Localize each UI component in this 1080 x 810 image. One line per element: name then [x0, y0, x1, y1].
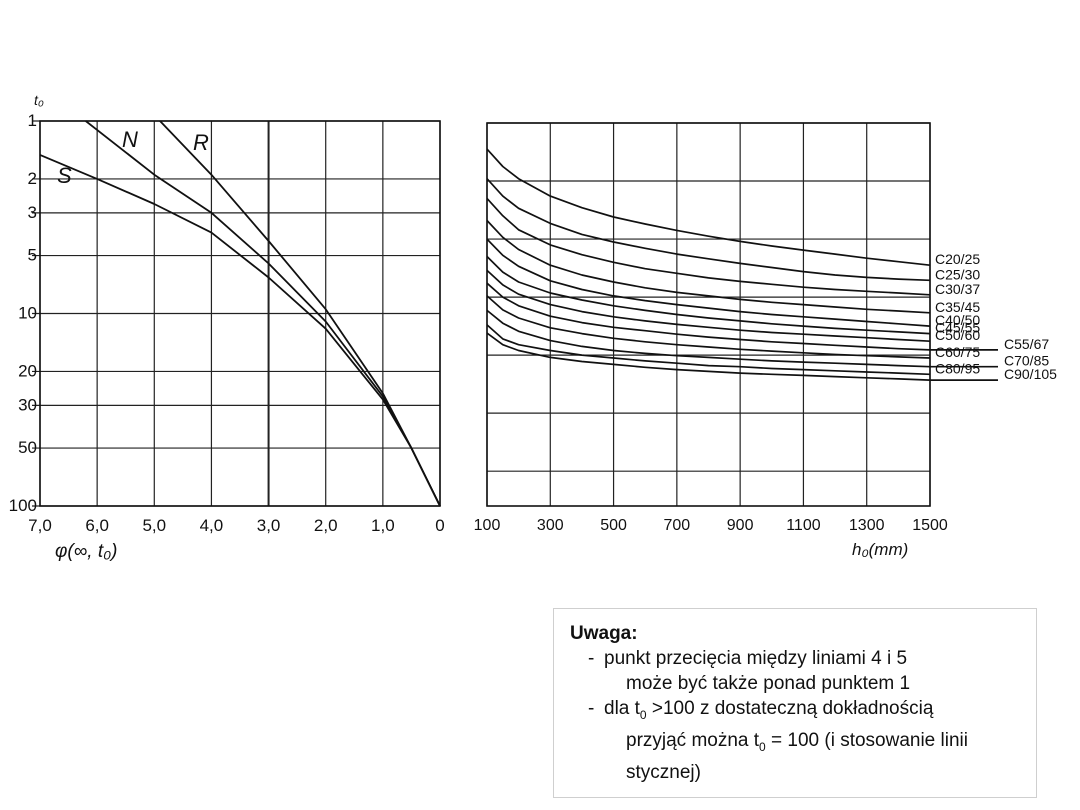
- right-x-axis-label: h₀(mm): [852, 540, 908, 559]
- left-y-tick-label: 5: [28, 246, 37, 265]
- left-y-axis-label: t₀: [34, 92, 44, 108]
- left-chart-curves: S N R: [39, 120, 441, 507]
- right-curve-C60-75: [486, 295, 931, 359]
- right-curve-C25-30: [486, 178, 931, 282]
- right-curve-C40-50: [486, 238, 931, 327]
- right-curve-C30-37: [486, 197, 931, 296]
- right-curve-label: C40/50: [935, 312, 980, 328]
- left-y-tick-label: 2: [28, 169, 37, 188]
- note-item-2-line-3: stycznej): [626, 761, 701, 783]
- left-x-tick-label: 0: [435, 516, 444, 535]
- right-curve-C55-67: [486, 282, 998, 351]
- left-y-tick-label: 50: [18, 438, 37, 457]
- right-curve-label: C35/45: [935, 299, 980, 315]
- left-x-tick-label: 5,0: [142, 516, 166, 535]
- right-x-tick-label: 1100: [786, 517, 821, 534]
- left-chart-tick-labels: 7,0 6,0 5,0 4,0 3,0 2,0 1,0 0 1 2 3 5 10 20 30 50 100: [9, 111, 445, 535]
- right-curve-label: C50/60: [935, 327, 980, 343]
- note-item-2-text-b: >100 z dostateczną dokładnością: [646, 698, 934, 719]
- right-chart-tick-labels: 100 300 500 700 900 1100 1300 1500: [474, 517, 948, 534]
- note-item-2-line-2: przyjąć można t0 = 100 (i stosowanie lin…: [590, 728, 1036, 760]
- right-x-tick-label: 1300: [849, 517, 885, 534]
- right-curve-C50-60: [486, 269, 931, 343]
- note-item-2-line-1: dla t0 >100 z dostateczną dokładnością: [590, 696, 1036, 728]
- right-curve-label: C25/30: [935, 266, 980, 282]
- right-curve-label: C70/85: [1004, 353, 1049, 369]
- left-x-tick-label: 2,0: [314, 516, 338, 535]
- left-curve-label-R: R: [193, 130, 209, 155]
- left-y-tick-label: 1: [28, 111, 37, 130]
- left-y-tick-label: 3: [28, 203, 37, 222]
- right-curve-label: C90/105: [1004, 366, 1057, 382]
- right-plot-frame: [486, 122, 931, 507]
- right-curve-C45-55: [486, 255, 931, 335]
- left-x-tick-label: 1,0: [371, 516, 395, 535]
- note-box: Uwaga: - punkt przecięcia między liniami…: [553, 608, 1037, 798]
- right-x-tick-label: 300: [537, 517, 564, 534]
- left-curve-label-S: S: [57, 163, 72, 188]
- right-curve-label: C80/95: [935, 360, 980, 376]
- note-item-2-text-a: dla t: [604, 698, 640, 719]
- right-curve-label: C45/55: [935, 320, 980, 336]
- right-curve-label: C60/75: [935, 344, 980, 360]
- left-curve-R: [159, 120, 441, 507]
- right-chart-notional-size: 100 300 500 700 900 1100 1300 1500 C20/25C25/30…: [474, 122, 1057, 559]
- right-chart-grid: [486, 122, 931, 507]
- nomogram-figure: S N R 7,0 6,0 5,0 4,0 3,0 2,0 1,0 0 1 2 3 5 10 20 30 50 10…: [9, 92, 1058, 562]
- right-curve-C35-45: [486, 219, 931, 314]
- note-item-2-dash: -: [588, 698, 595, 719]
- right-curve-label: C30/37: [935, 281, 980, 297]
- note-item-1-line-2: może być także ponad punktem 1: [626, 673, 911, 694]
- right-curve-C80-95: [486, 324, 931, 376]
- right-x-tick-label: 700: [664, 517, 691, 534]
- left-y-tick-label: 10: [18, 304, 37, 323]
- left-x-tick-label: 4,0: [200, 516, 224, 535]
- note-item-2-text-c: przyjąć można t: [626, 729, 760, 751]
- note-item-1: - punkt przecięcia między liniami 4 i 5 …: [570, 646, 1036, 696]
- left-plot-frame: [39, 120, 441, 507]
- note-item-2-sub-2: 0: [759, 739, 766, 754]
- right-x-tick-label: 1500: [912, 517, 948, 534]
- left-y-tick-label: 30: [18, 395, 37, 414]
- left-x-tick-label: 3,0: [257, 516, 281, 535]
- right-curve-C70-85: [486, 309, 998, 368]
- left-y-tick-label: 20: [18, 361, 37, 380]
- note-item-2-sub-1: 0: [639, 707, 647, 722]
- right-x-tick-label: 900: [727, 517, 754, 534]
- left-x-axis-label: φ(∞, t₀): [55, 541, 117, 562]
- note-title: Uwaga:: [570, 623, 638, 644]
- right-chart-curves: [486, 148, 998, 381]
- left-x-tick-label: 7,0: [28, 516, 52, 535]
- left-curve-label-N: N: [122, 127, 138, 152]
- left-y-tick-label: 100: [9, 496, 37, 515]
- right-curve-label: C20/25: [935, 251, 980, 267]
- note-item-1-line-1: punkt przecięcia między liniami 4 i 5: [604, 648, 908, 669]
- right-curve-label: C55/67: [1004, 336, 1049, 352]
- note-item-1-dash: -: [588, 648, 595, 669]
- note-item-2: - dla t0 >100 z dostateczną dokładnością…: [570, 696, 1036, 785]
- left-chart-grid: [32, 120, 441, 507]
- left-x-tick-label: 6,0: [85, 516, 109, 535]
- note-item-2-text-d: = 100 (i stosowanie linii: [765, 729, 968, 751]
- right-x-tick-label: 100: [474, 517, 501, 534]
- left-chart-creep-coefficient: S N R 7,0 6,0 5,0 4,0 3,0 2,0 1,0 0 1 2 3 5 10 20 30 50 10…: [9, 92, 445, 562]
- right-x-tick-label: 500: [600, 517, 627, 534]
- right-curve-C20-25: [486, 148, 931, 267]
- right-curve-C90-105: [486, 332, 998, 381]
